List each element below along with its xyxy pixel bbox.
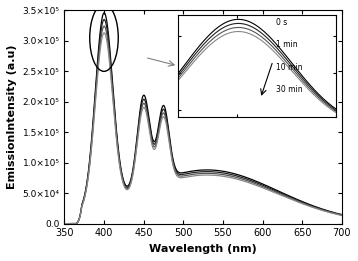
Y-axis label: EmissionIntensity (a.u): EmissionIntensity (a.u): [7, 45, 17, 189]
X-axis label: Wavelength (nm): Wavelength (nm): [149, 244, 257, 254]
